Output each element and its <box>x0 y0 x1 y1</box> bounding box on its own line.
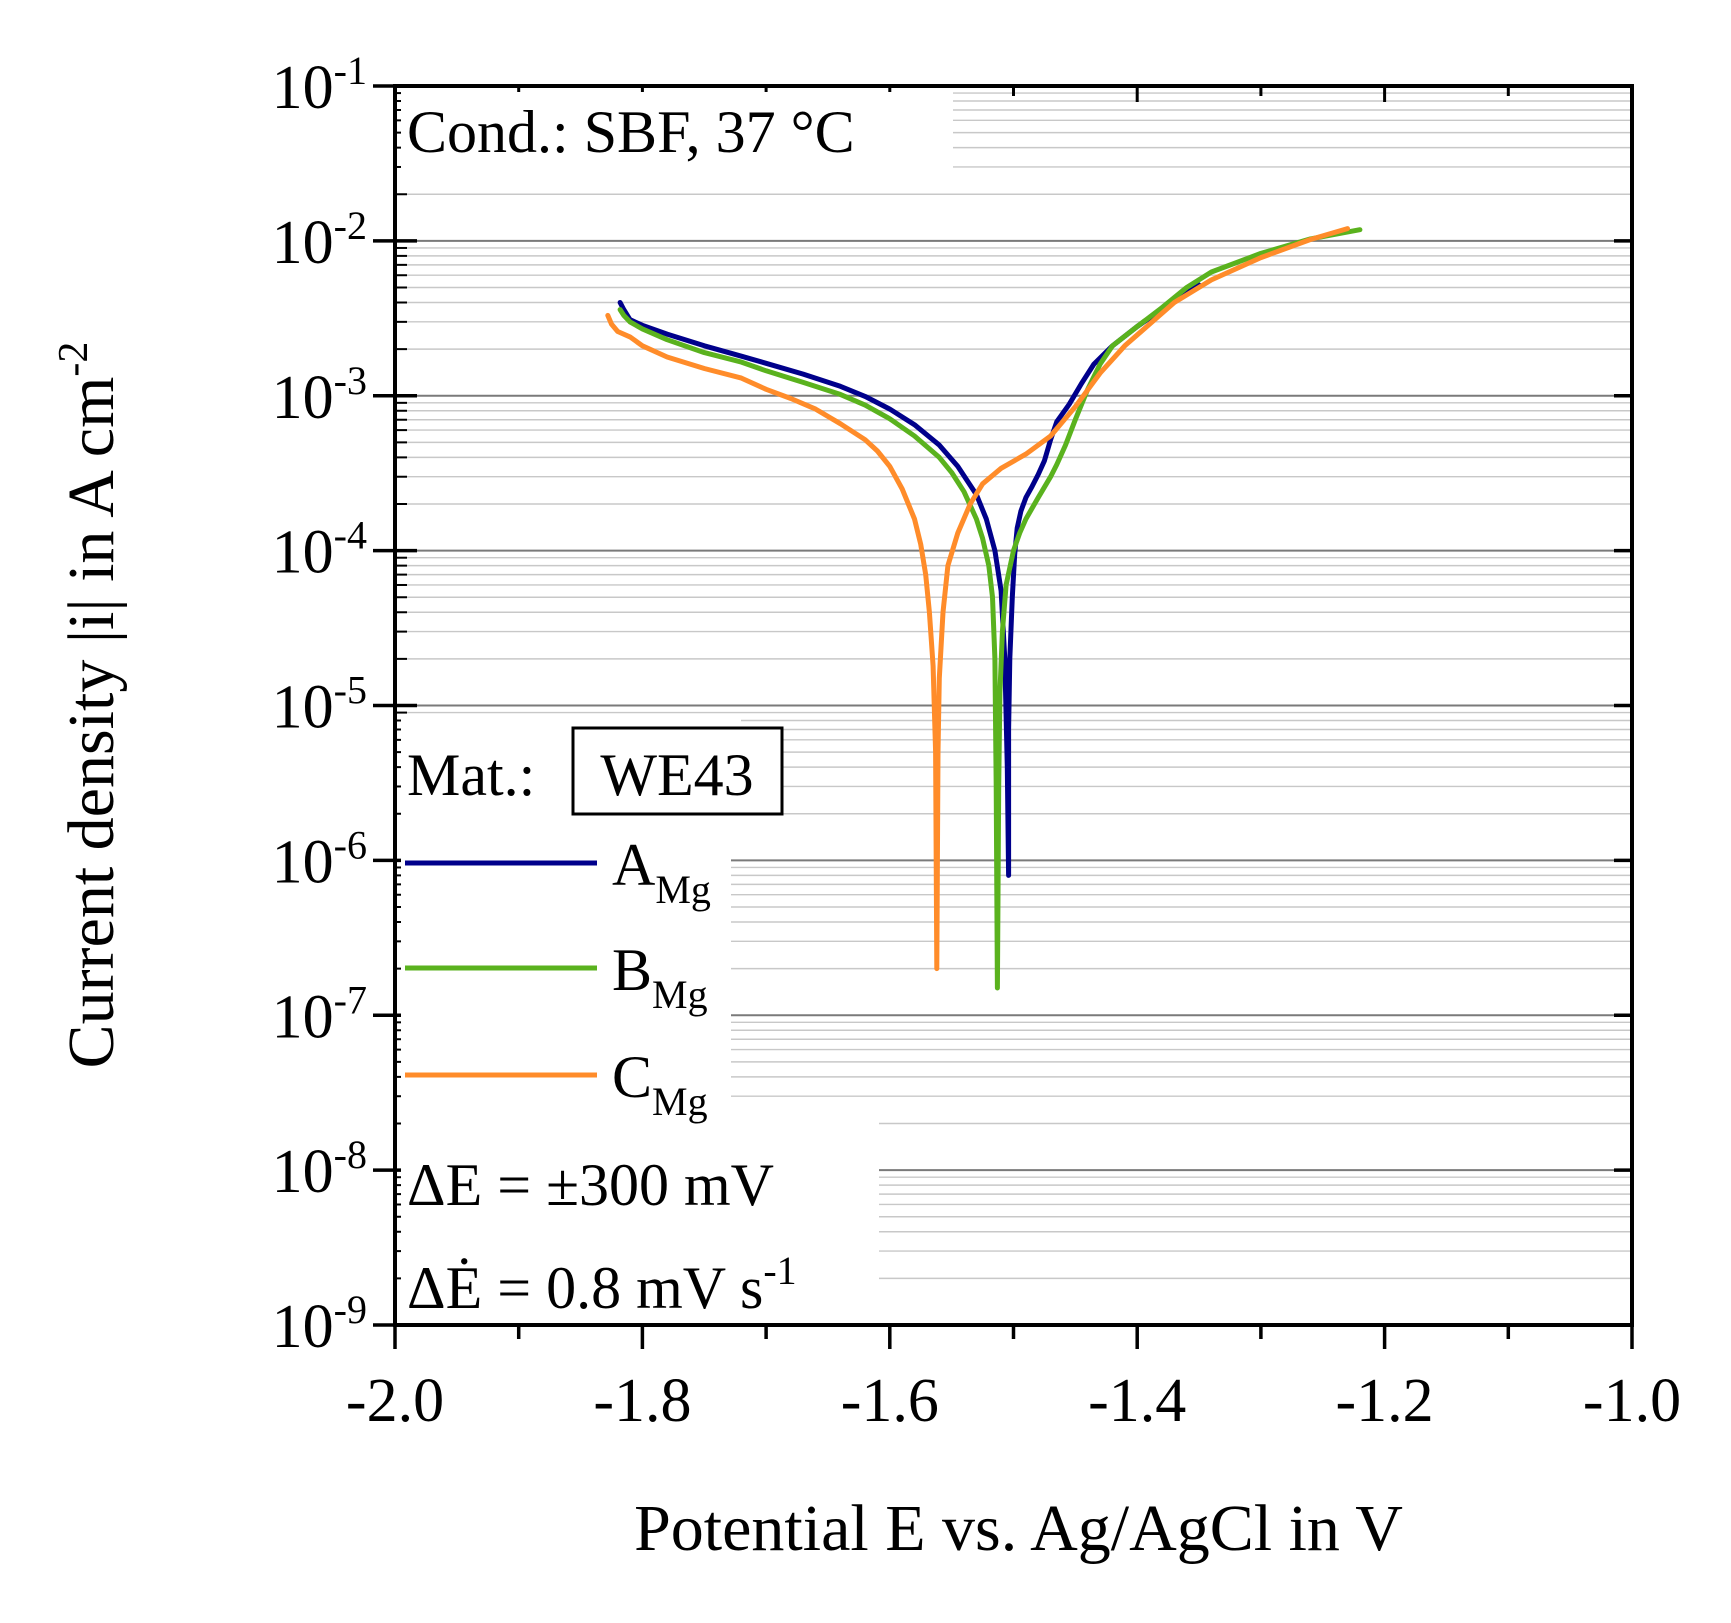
y-tick-base: 10 <box>272 54 334 122</box>
material-label: Mat.: <box>407 742 535 808</box>
series-line-b <box>617 227 1363 991</box>
y-tick-exponent: -4 <box>334 513 367 558</box>
scan-rate-exponent: -1 <box>763 1248 796 1293</box>
legend-series-subscript: Mg <box>655 867 711 912</box>
axes: -2.0 -1.8 -1.6 -1.4 -1.2 -1.010-110-210-310-4… <box>51 48 1681 1565</box>
y-tick-label: 10-9 <box>272 1287 367 1361</box>
y-tick-base: 10 <box>272 674 334 742</box>
x-axis-title: Potential E vs. Ag/AgCl in V <box>634 1492 1403 1565</box>
y-axis-title-main: Current density |i| in A cm <box>55 377 128 1069</box>
scan-rate-main: ΔĖ = 0.8 mV s <box>407 1255 763 1321</box>
legend-label-c: CMg <box>612 1044 708 1124</box>
y-axis-title-exponent: -2 <box>51 342 97 377</box>
x-tick-label: -1.4 <box>1088 1367 1186 1435</box>
y-tick-label: 10-1 <box>272 48 367 122</box>
condition-label-background <box>401 92 953 174</box>
y-tick-exponent: -2 <box>334 203 367 248</box>
y-tick-exponent: -7 <box>334 977 367 1022</box>
y-tick-label: 10-8 <box>272 1132 367 1206</box>
y-tick-label: 10-6 <box>272 822 367 896</box>
y-tick-label: 10-5 <box>272 668 367 742</box>
x-tick-label: -1.8 <box>593 1367 691 1435</box>
y-tick-exponent: -9 <box>334 1287 367 1332</box>
legend-background <box>401 840 731 1110</box>
y-axis-title: Current density |i| in A cm-2 <box>51 342 128 1069</box>
y-tick-exponent: -5 <box>334 668 367 713</box>
delta-e-label: ΔE = ±300 mV <box>407 1152 774 1218</box>
y-tick-exponent: -8 <box>334 1132 367 1177</box>
series-curves <box>605 226 1363 991</box>
y-tick-label: 10-3 <box>272 358 367 432</box>
x-tick-label: -1.0 <box>1583 1367 1681 1435</box>
y-tick-exponent: -1 <box>334 48 367 93</box>
material-box <box>571 726 784 816</box>
y-tick-label: 10-2 <box>272 203 367 277</box>
series-line-a <box>617 282 1202 878</box>
legend-series-name: B <box>612 937 652 1003</box>
y-tick-label: 10-4 <box>272 513 367 587</box>
y-tick-base: 10 <box>272 519 334 587</box>
material-name: WE43 <box>600 742 753 808</box>
y-tick-base: 10 <box>272 364 334 432</box>
x-tick-label: -1.2 <box>1336 1367 1434 1435</box>
legend-series-name: C <box>612 1044 652 1110</box>
y-tick-exponent: -6 <box>334 822 367 867</box>
y-tick-exponent: -3 <box>334 358 367 403</box>
legend-series-name: A <box>612 832 655 898</box>
y-tick-base: 10 <box>272 209 334 277</box>
y-tick-label: 10-7 <box>272 977 367 1051</box>
x-tick-label: -1.6 <box>841 1367 939 1435</box>
scan-rate-label: ΔĖ = 0.8 mV s-1 <box>407 1248 797 1321</box>
y-tick-base: 10 <box>272 828 334 896</box>
y-tick-base: 10 <box>272 983 334 1051</box>
legend-series-subscript: Mg <box>652 972 708 1017</box>
legend-series-subscript: Mg <box>652 1079 708 1124</box>
legend-label-b: BMg <box>612 937 708 1017</box>
scan-params-background <box>401 1115 879 1320</box>
series-line-c <box>605 226 1350 972</box>
legend-label-a: AMg <box>612 832 711 912</box>
condition-label: Cond.: SBF, 37 °C <box>407 99 855 165</box>
y-tick-base: 10 <box>272 1138 334 1206</box>
x-tick-label: -2.0 <box>346 1367 444 1435</box>
y-tick-base: 10 <box>272 1293 334 1361</box>
